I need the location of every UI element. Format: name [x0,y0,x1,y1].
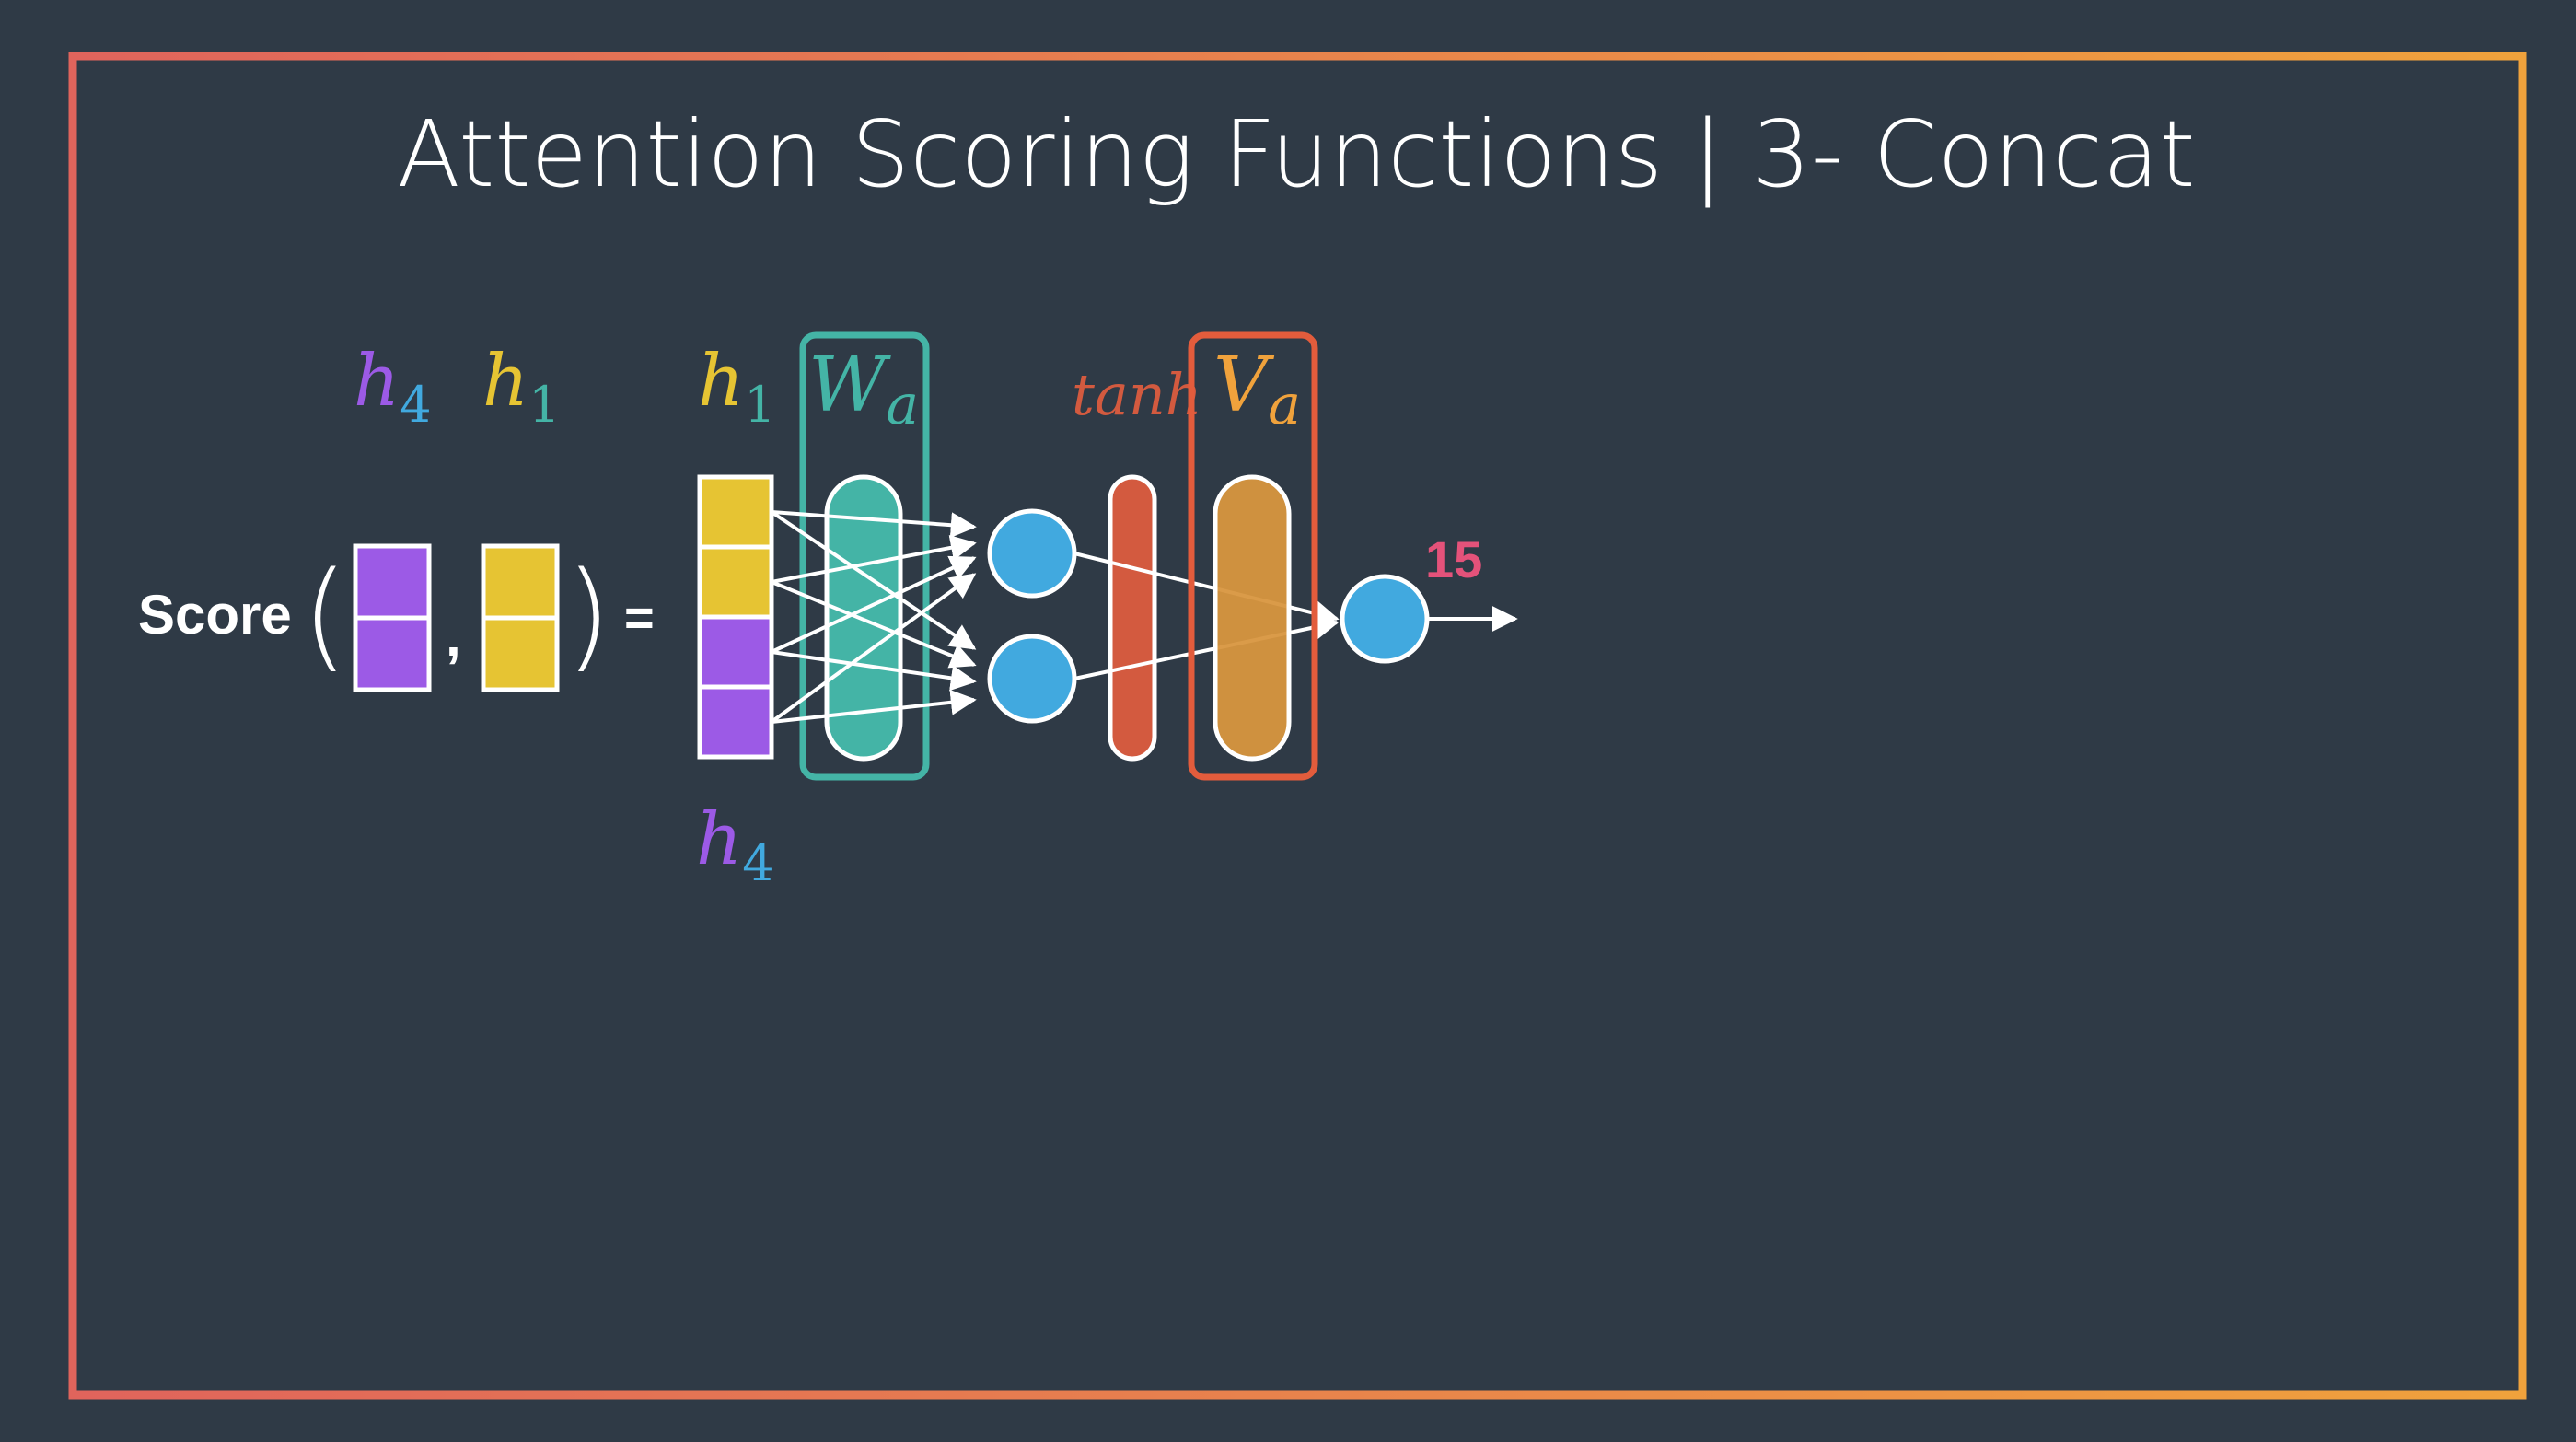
vector-cell [697,544,774,620]
concat-h1-label: h1 [698,340,776,434]
slide-frame [68,52,2527,1400]
h1-argument-vector [481,543,560,692]
vector-cell [697,684,774,760]
va-weight-frame [1188,331,1318,781]
close-paren: ) [565,547,611,684]
slide-title: Attention Scoring Functions | 3- Concat [397,100,2195,208]
vector-cell [481,543,560,621]
hidden-node [987,634,1077,724]
wa-connections [770,510,977,724]
va-weight-bar [1213,474,1292,762]
arg-h1-label: h1 [482,340,561,434]
va-connections [1073,552,1340,680]
arg-h4-label: h4 [354,340,432,434]
output-node [1340,574,1430,664]
concat-h4-label: h4 [696,798,774,892]
vector-cell [697,614,774,690]
wa-weight-frame [799,331,930,781]
open-paren: ( [302,547,348,684]
score-value: 15 [1425,530,1482,588]
score-label: Score [138,584,292,645]
tanh-label: tanh [1072,361,1202,428]
hidden-node [987,508,1077,599]
equals-sign: = [624,588,655,646]
comma: , [446,606,461,668]
tanh-activation-bar [1108,474,1157,762]
concat-vector [697,474,774,760]
vector-cell [481,615,560,692]
wa-label: Wa [808,342,919,437]
vector-cell [697,474,774,550]
vector-cell [353,543,432,621]
h4-argument-vector [353,543,432,692]
va-label: Va [1213,342,1301,437]
vector-cell [353,615,432,692]
